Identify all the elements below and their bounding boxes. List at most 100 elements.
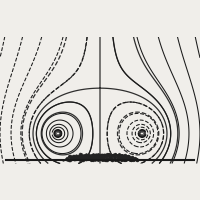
Point	[70, 157, 74, 160]
Point	[75, 157, 78, 160]
Point	[84, 154, 87, 157]
Point	[101, 154, 104, 157]
Point	[111, 154, 114, 157]
Point	[100, 156, 103, 159]
Point	[121, 157, 125, 160]
Point	[73, 154, 76, 157]
Point	[82, 154, 85, 157]
Point	[95, 153, 98, 156]
Point	[82, 153, 85, 156]
Point	[95, 153, 98, 156]
Point	[133, 156, 136, 160]
Point	[113, 153, 117, 156]
Point	[108, 156, 111, 159]
Point	[90, 153, 93, 156]
Point	[66, 156, 69, 160]
Point	[67, 156, 71, 159]
Point	[88, 156, 92, 159]
Point	[120, 158, 123, 161]
Point	[80, 157, 83, 160]
Point	[118, 155, 121, 159]
Point	[96, 157, 99, 161]
Point	[95, 158, 98, 161]
Point	[126, 157, 129, 160]
Point	[106, 157, 109, 160]
Point	[81, 156, 84, 159]
Point	[130, 157, 133, 161]
Point	[76, 157, 79, 161]
Point	[95, 156, 98, 159]
Point	[125, 159, 128, 162]
Point	[124, 158, 127, 161]
Point	[128, 157, 131, 160]
Point	[74, 154, 77, 157]
Point	[95, 157, 98, 161]
Point	[104, 154, 107, 157]
Point	[95, 156, 98, 159]
Point	[118, 155, 122, 158]
Point	[117, 156, 120, 159]
Point	[101, 158, 105, 161]
Point	[81, 157, 84, 160]
Point	[67, 159, 71, 162]
Point	[62, 158, 65, 162]
Point	[73, 157, 76, 161]
Point	[128, 155, 132, 158]
Point	[126, 155, 129, 158]
Point	[95, 157, 98, 160]
Point	[77, 157, 80, 160]
Point	[110, 158, 114, 161]
Point	[104, 157, 107, 161]
Point	[67, 154, 71, 158]
Point	[101, 155, 104, 158]
Point	[98, 154, 101, 157]
Point	[92, 156, 95, 159]
Point	[93, 154, 96, 158]
Point	[77, 155, 81, 159]
Point	[83, 156, 86, 159]
Point	[94, 153, 97, 156]
Point	[131, 157, 134, 160]
Point	[81, 156, 85, 159]
Point	[97, 157, 100, 160]
Point	[84, 157, 87, 160]
Point	[99, 155, 103, 158]
Point	[80, 154, 83, 157]
Point	[69, 156, 73, 159]
Point	[74, 156, 77, 160]
Point	[120, 154, 123, 157]
Point	[88, 155, 91, 159]
Point	[122, 157, 125, 160]
Point	[112, 154, 116, 157]
Point	[107, 157, 110, 160]
Point	[109, 157, 113, 161]
Point	[65, 158, 68, 162]
Point	[91, 158, 94, 162]
Point	[72, 156, 75, 159]
Point	[66, 158, 70, 161]
Point	[92, 152, 95, 156]
Point	[87, 155, 90, 158]
Point	[117, 156, 120, 159]
Point	[81, 158, 84, 161]
Point	[108, 157, 111, 160]
Point	[80, 155, 83, 158]
Point	[89, 156, 92, 159]
Point	[130, 158, 133, 162]
Point	[85, 157, 88, 160]
Point	[69, 157, 72, 160]
Point	[127, 156, 130, 159]
Point	[102, 154, 106, 157]
Point	[109, 157, 113, 160]
Point	[96, 157, 99, 160]
Point	[128, 159, 131, 162]
Point	[108, 157, 111, 160]
Point	[81, 157, 84, 161]
Point	[93, 156, 96, 160]
Point	[106, 153, 109, 156]
Point	[98, 154, 101, 157]
Point	[131, 157, 134, 160]
Point	[95, 154, 98, 158]
Point	[97, 157, 100, 160]
Point	[83, 158, 86, 161]
